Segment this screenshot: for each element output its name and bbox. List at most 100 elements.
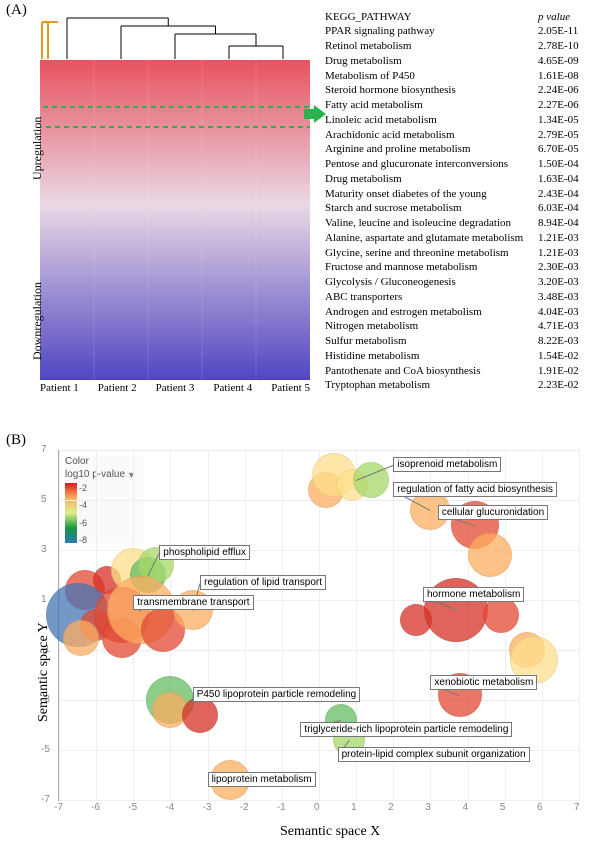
kegg-row: Linoleic acid metabolism1.34E-05 [325, 113, 593, 128]
kegg-row: Drug metabolism1.63E-04 [325, 172, 593, 187]
kegg-header-p: p [538, 11, 544, 23]
annotation-label: protein-lipid complex subunit organizati… [338, 747, 530, 762]
kegg-pvalue: 1.63E-04 [538, 173, 593, 187]
patient-label: Patient 4 [213, 382, 252, 394]
kegg-name: Sulfur metabolism [325, 335, 538, 349]
x-tick: 6 [537, 802, 543, 813]
gridline [245, 450, 246, 800]
kegg-row: Pentose and glucuronate interconversions… [325, 158, 593, 173]
y-tick: 5 [41, 494, 47, 505]
kegg-header-name: KEGG_PATHWAY [325, 11, 538, 25]
x-tick: -1 [277, 802, 286, 813]
annotation-label: P450 lipoprotein particle remodeling [193, 687, 361, 702]
kegg-name: ABC transporters [325, 291, 538, 305]
kegg-name: Valine, leucine and isoleucine degradati… [325, 217, 538, 231]
kegg-name: Maturity onset diabetes of the young [325, 188, 538, 202]
bubble [182, 697, 218, 733]
legend-gradient-icon [65, 483, 77, 543]
kegg-name: Retinol metabolism [325, 40, 538, 54]
panel-a: (A) Patient 1Patient 2Patient 3Patient 4… [0, 0, 605, 430]
kegg-row: Drug metabolism4.65E-09 [325, 54, 593, 69]
kegg-name: Drug metabolism [325, 55, 538, 69]
x-tick: 1 [351, 802, 357, 813]
kegg-row: Steroid hormone biosynthesis2.24E-06 [325, 84, 593, 99]
kegg-table: KEGG_PATHWAY p value PPAR signaling path… [325, 10, 593, 394]
kegg-pvalue: 1.50E-04 [538, 158, 593, 172]
kegg-name: Glycine, serine and threonine metabolism [325, 247, 538, 261]
kegg-row: Arachidonic acid metabolism2.79E-05 [325, 128, 593, 143]
kegg-row: Sulfur metabolism8.22E-03 [325, 335, 593, 350]
kegg-row: Starch and sucrose metabolism6.03E-04 [325, 202, 593, 217]
annotation-label: lipoprotein metabolism [208, 772, 316, 787]
kegg-row: Androgen and estrogen metabolism4.04E-03 [325, 305, 593, 320]
patient-label: Patient 1 [40, 382, 79, 394]
legend-tick: -8 [79, 535, 87, 545]
dendrogram [40, 12, 310, 60]
kegg-name: Glycolysis / Gluconeogenesis [325, 276, 538, 290]
annotation-label: triglyceride-rich lipoprotein particle r… [300, 722, 512, 737]
heatmap-ylabel-down: Downregulation [30, 282, 45, 360]
y-tick: 7 [41, 444, 47, 455]
kegg-pvalue: 2.23E-02 [538, 379, 593, 393]
kegg-name: Histidine metabolism [325, 350, 538, 364]
kegg-row: Nitrogen metabolism4.71E-03 [325, 320, 593, 335]
kegg-pvalue: 4.71E-03 [538, 320, 593, 334]
y-axis-title: Semantic space Y [36, 622, 52, 722]
kegg-pvalue: 1.61E-08 [538, 70, 593, 84]
gridline [59, 800, 579, 801]
x-tick: -7 [54, 802, 63, 813]
y-tick: -5 [41, 744, 50, 755]
kegg-name: Arginine and proline metabolism [325, 143, 538, 157]
gridline [208, 450, 209, 800]
kegg-row: Metabolism of P4501.61E-08 [325, 69, 593, 84]
bubble [483, 597, 519, 633]
patient-label: Patient 3 [156, 382, 195, 394]
heatmap-ylabel-up: Upregulation [30, 117, 45, 180]
gridline [579, 450, 580, 800]
bubble [468, 533, 512, 577]
x-tick: -5 [128, 802, 137, 813]
kegg-name: Starch and sucrose metabolism [325, 202, 538, 216]
x-tick: -3 [203, 802, 212, 813]
kegg-name: Androgen and estrogen metabolism [325, 306, 538, 320]
kegg-name: Fructose and mannose metabolism [325, 261, 538, 275]
kegg-name: Tryptophan metabolism [325, 379, 538, 393]
kegg-name: Alanine, aspartate and glutamate metabol… [325, 232, 538, 246]
legend-ticks: -2-4-6-8 [77, 483, 97, 543]
kegg-row: Maturity onset diabetes of the young2.43… [325, 187, 593, 202]
annotation-label: xenobiotic metabolism [430, 675, 537, 690]
x-axis-title: Semantic space X [280, 824, 380, 840]
kegg-row: Fructose and mannose metabolism2.30E-03 [325, 261, 593, 276]
kegg-row: Fatty acid metabolism2.27E-06 [325, 99, 593, 114]
x-tick: -2 [240, 802, 249, 813]
kegg-row: PPAR signaling pathway2.05E-11 [325, 25, 593, 40]
kegg-pvalue: 1.34E-05 [538, 114, 593, 128]
annotation-label: regulation of lipid transport [200, 575, 326, 590]
kegg-pvalue: 1.91E-02 [538, 365, 593, 379]
annotation-label: transmembrane transport [133, 595, 253, 610]
kegg-pvalue: 2.79E-05 [538, 129, 593, 143]
kegg-pvalue: 2.30E-03 [538, 261, 593, 275]
kegg-row: Glycine, serine and threonine metabolism… [325, 246, 593, 261]
heatmap [40, 60, 310, 380]
legend-tick: -4 [79, 500, 87, 510]
kegg-pvalue: 2.78E-10 [538, 40, 593, 54]
kegg-pvalue: 4.65E-09 [538, 55, 593, 69]
legend-tick: -2 [79, 483, 87, 493]
kegg-name: Steroid hormone biosynthesis [325, 84, 538, 98]
gridline [59, 450, 579, 451]
annotation-label: regulation of fatty acid biosynthesis [393, 482, 557, 497]
kegg-name: Nitrogen metabolism [325, 320, 538, 334]
x-tick: 7 [574, 802, 580, 813]
kegg-name: PPAR signaling pathway [325, 25, 538, 39]
x-tick: 0 [314, 802, 320, 813]
heatmap-wrap: Patient 1Patient 2Patient 3Patient 4Pati… [40, 12, 310, 402]
kegg-row: Histidine metabolism1.54E-02 [325, 349, 593, 364]
kegg-name: Arachidonic acid metabolism [325, 129, 538, 143]
kegg-pvalue: 6.70E-05 [538, 143, 593, 157]
panel-b-label: (B) [6, 432, 26, 449]
annotation-label: cellular glucuronidation [438, 505, 548, 520]
kegg-rows: PPAR signaling pathway2.05E-11Retinol me… [325, 25, 593, 394]
kegg-row: Pantothenate and CoA biosynthesis1.91E-0… [325, 364, 593, 379]
legend-title: Color [65, 456, 143, 467]
